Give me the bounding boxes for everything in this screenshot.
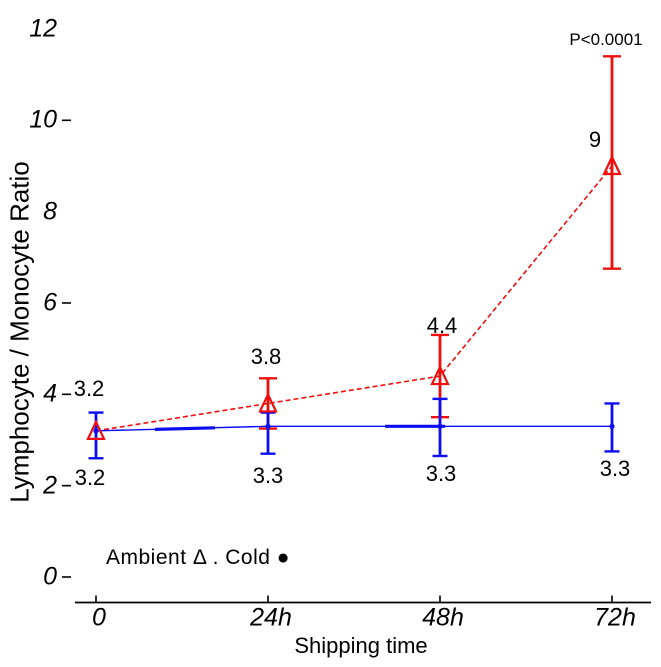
y-tick-label: 2 [43,471,57,500]
ambient-triangle-marker [258,391,278,413]
cold-value-label: 3.3 [599,456,631,481]
cold-dot-marker [609,423,615,429]
cold-line-thick-segment [154,426,216,431]
ambient-value-label: 3.2 [73,376,105,401]
y-tick-label: 8 [43,197,57,226]
legend: Ambient Δ . Cold ● [106,546,290,569]
y-tick-label: 0 [43,562,57,591]
cold-value-label: 3.3 [425,461,457,486]
cold-value-label: 3.3 [252,463,284,488]
cold-dot-marker [265,423,271,429]
ambient-value-label: 9 [588,127,602,152]
x-axis-title: Shipping time [294,633,428,658]
x-tick-label: 48h [422,603,464,631]
cold-dot-marker [93,428,99,434]
p-value-annotation: P<0.0001 [569,30,643,49]
x-tick-label: 72h [594,603,636,631]
y-tick-label: 6 [43,288,57,317]
y-tick-label: 12 [29,14,57,43]
ambient-triangle-marker [430,364,450,386]
x-tick-label: 24h [250,603,292,631]
cold-value-label: 3.2 [74,465,106,490]
x-tick-label: 0 [92,603,106,631]
ambient-value-label: 4.4 [426,313,458,338]
cold-dot-marker [437,423,443,429]
y-tick-label: 10 [29,105,57,134]
ambient-triangle-marker [86,419,106,440]
ambient-value-label: 3.8 [250,344,282,369]
ambient-line [95,165,613,432]
y-tick-label: 4 [43,379,57,408]
ambient-triangle-marker [602,154,622,176]
